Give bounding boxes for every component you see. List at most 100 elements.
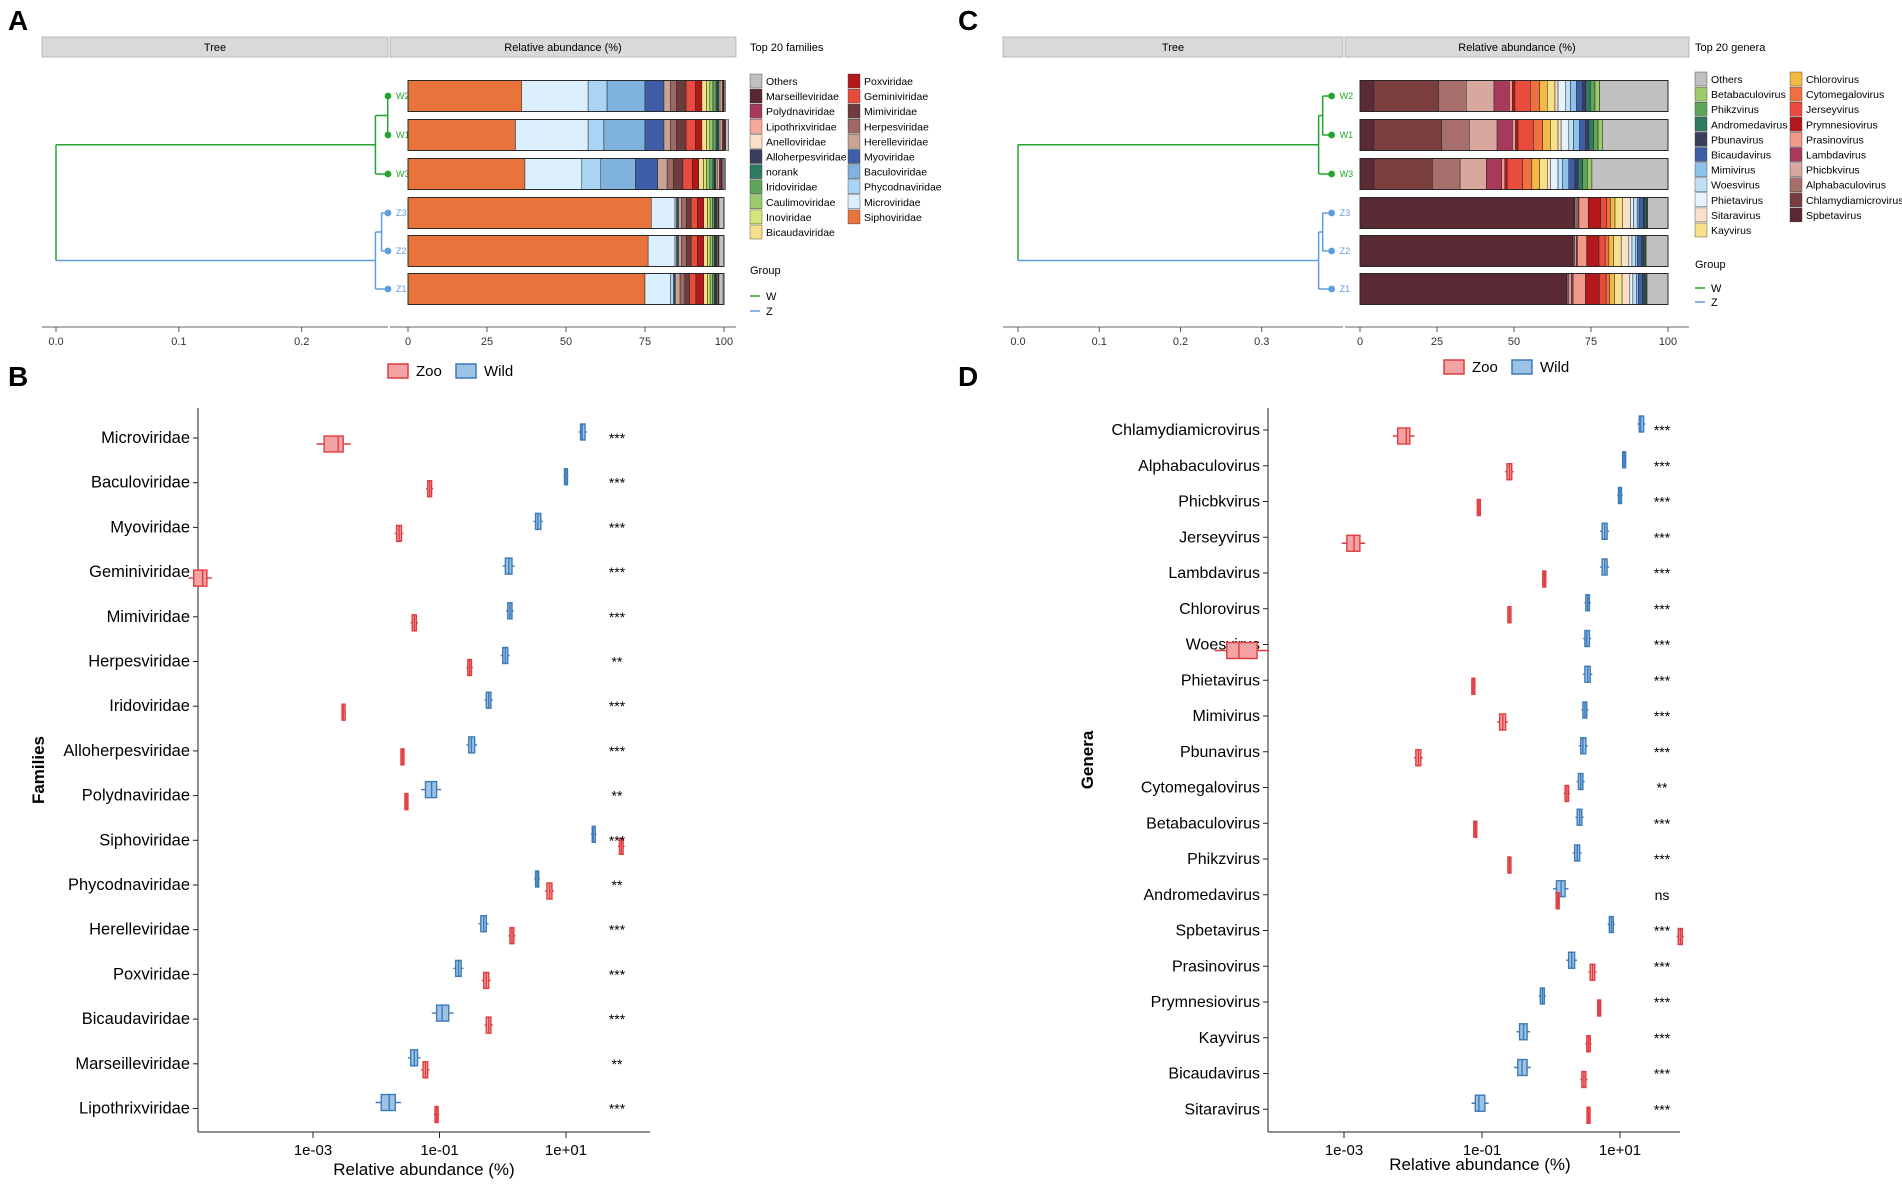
legend-swatch-others-c — [1694, 71, 1708, 87]
strip-tree-c-label: Tree — [1162, 42, 1184, 54]
tree-tip-label-w1-a: W1 — [396, 130, 410, 140]
significance-label-d: *** — [1654, 672, 1671, 688]
significance-label-b: ** — [612, 788, 623, 804]
legend-swatch-wild-b — [455, 363, 477, 379]
tree-tip-z3-c — [1328, 209, 1336, 217]
bar-segment-lambdavirus-w2-c — [1493, 80, 1510, 112]
bar-segment-inoviridae-w1-a — [706, 119, 711, 151]
bar-segment-andromedavirus-w3-c — [1577, 158, 1583, 190]
abund-tick-label-c: 100 — [1659, 336, 1677, 348]
bar-segment-phietavirus-z1-c — [1629, 273, 1634, 305]
xlabel-b: Relative abundance (%) — [333, 1160, 514, 1179]
bar-segment-herelleviridae-w1-a — [663, 119, 671, 151]
bar-segment-herpesviridae-w1-a — [670, 119, 677, 151]
bar-segment-woesvirus-z2-c — [1631, 235, 1636, 267]
chart-marks: 0.0 0.1 0.2 0 25 50 75 100 W2 W1 W3 Z3 Z2 Z1 Others Mar… — [48, 71, 1902, 1159]
bar-segment-myoviridae-w1-a — [644, 119, 665, 151]
legend-label-norank-a: norank — [766, 167, 799, 179]
legend-swatch-norank-a — [749, 164, 763, 179]
legend-label-chlamydiamicrovirus-c: Chlamydiamicrovirus — [1806, 195, 1902, 207]
bar-segment-phietavirus-w2-c — [1557, 80, 1566, 112]
legend-swatch-herelleviridae-a — [847, 134, 861, 149]
bar-segment-bicaudaviridae-z1-a — [703, 273, 708, 305]
legend-swatch-sitaravirus-c — [1694, 207, 1708, 223]
bar-segment-sitaravirus-z2-c — [1620, 235, 1630, 267]
bar-segment-baculoviridae-w3-a — [600, 158, 636, 190]
abund-tick-label-a: 75 — [639, 336, 651, 348]
strip-abund-c — [1344, 36, 1690, 58]
legend-swatch-zoo-d — [1443, 359, 1465, 375]
legend-label-myoviridae-a: Myoviridae — [864, 152, 915, 164]
y-tick-label-b: Herpesviridae — [88, 653, 190, 671]
abund-tick-label-a: 25 — [481, 336, 493, 348]
bar-segment-betabaculovirus-w1-c — [1597, 119, 1603, 151]
legend-label-bicaudaviridae-a: Bicaudaviridae — [766, 227, 835, 239]
legend-swatch-cytomegalovirus-c — [1789, 86, 1803, 102]
legend-label-marseilleviridae-a: Marseilleviridae — [766, 91, 839, 103]
x-tick-label-d: 1e-03 — [1325, 1142, 1363, 1159]
bar-segment-others-z3-a — [718, 197, 724, 229]
bar-segment-poxviridae-w2-a — [695, 80, 703, 112]
bar-segment-inoviridae-z2-a — [707, 235, 711, 267]
y-tick-label-b: Herelleviridae — [89, 921, 190, 939]
bar-segment-andromedavirus-w1-c — [1588, 119, 1594, 151]
bar-segment-bicaudavirus-z1-c — [1638, 273, 1643, 305]
bar-outline-w2-a — [407, 80, 725, 112]
bar-segment-mimiviridae-w1-a — [676, 119, 687, 151]
legend-label-prasinovirus-c: Prasinovirus — [1806, 134, 1864, 146]
tree-tick-label-c: 0.0 — [1010, 336, 1025, 348]
y-tick-label-d: Bicaudavirus — [1168, 1066, 1260, 1083]
bar-segment-others-w2-c — [1599, 80, 1669, 112]
legend-label-phycodnaviridae-a: Phycodnaviridae — [864, 182, 942, 194]
bar-segment-mimivirus-w3-c — [1562, 158, 1570, 190]
bar-segment-phietavirus-w1-c — [1560, 119, 1570, 151]
legend-swatch-phietavirus-c — [1694, 192, 1708, 208]
legend-label-woesvirus-c: Woesvirus — [1711, 180, 1760, 192]
y-tick-label-d: Chlamydiamicrovirus — [1112, 422, 1260, 439]
tree-tip-w2-a — [384, 92, 392, 100]
significance-label-d: ** — [1657, 780, 1668, 796]
bar-segment-siphoviridae-z2-a — [407, 235, 649, 267]
bar-segment-spbetavirus-w2-c — [1359, 80, 1375, 112]
bar-segment-chlorovirus-w1-c — [1542, 119, 1551, 151]
bar-segment-mimivirus-z2-c — [1635, 235, 1638, 267]
bar-segment-herpesviridae-w2-a — [670, 80, 677, 112]
bar-segment-kayvirus-z3-c — [1614, 197, 1623, 229]
bar-segment-alphabaculovirus-z1-c — [1566, 273, 1570, 305]
bar-segment-bicaudavirus-w2-c — [1576, 80, 1583, 112]
legend-swatch-alphabaculovirus-c — [1789, 177, 1803, 192]
bar-segment-myoviridae-w3-a — [635, 158, 658, 190]
bar-segment-iridoviridae-w2-a — [712, 80, 717, 112]
bar-segment-cytomegalovirus-w2-c — [1530, 80, 1540, 112]
tree-tip-w2-c — [1328, 92, 1336, 100]
legend-label-herelleviridae-a: Herelleviridae — [864, 136, 928, 148]
bar-segment-chlamydiamicrovirus-w1-c — [1373, 119, 1442, 151]
tree-tip-z2-a — [384, 247, 392, 255]
legend-swatch-marseilleviridae-a — [749, 88, 763, 104]
bar-segment-poxviridae-z3-a — [697, 197, 705, 229]
y-tick-label-b: Siphoviridae — [99, 831, 190, 849]
bar-segment-mimivirus-z3-c — [1636, 197, 1640, 229]
tree-tick-label-c: 0.1 — [1092, 336, 1107, 348]
bar-segment-cytomegalovirus-z3-c — [1606, 197, 1611, 229]
group-title-a: Group — [750, 265, 781, 277]
bar-segment-phietavirus-w3-c — [1550, 158, 1559, 190]
significance-label-b: ** — [612, 1056, 623, 1072]
bar-segment-prymnesiovirus-w1-c — [1515, 119, 1519, 151]
bar-segment-microviridae-z3-a — [651, 197, 676, 229]
significance-label-d: *** — [1654, 1030, 1671, 1046]
bar-segment-inoviridae-w2-a — [706, 80, 711, 112]
legend-label-polydnaviridae-a: Polydnaviridae — [766, 106, 835, 118]
legend-swatch-mimiviridae-a — [847, 103, 861, 119]
bar-segment-bicaudaviridae-w1-a — [701, 119, 707, 151]
bar-segment-mimiviridae-w3-a — [673, 158, 684, 190]
y-tick-label-d: Prymnesiovirus — [1151, 994, 1260, 1011]
bar-segment-spbetavirus-z3-c — [1359, 197, 1575, 229]
y-tick-label-d: Lambdavirus — [1168, 565, 1260, 582]
bar-segment-others-w1-a — [725, 119, 729, 151]
group-label-w-c: W — [1711, 283, 1722, 295]
bar-segment-spbetavirus-w3-c — [1359, 158, 1375, 190]
bar-segment-pbunavirus-w2-c — [1582, 80, 1587, 112]
significance-label-d: *** — [1654, 637, 1671, 653]
bar-segment-poxviridae-z2-a — [697, 235, 705, 267]
